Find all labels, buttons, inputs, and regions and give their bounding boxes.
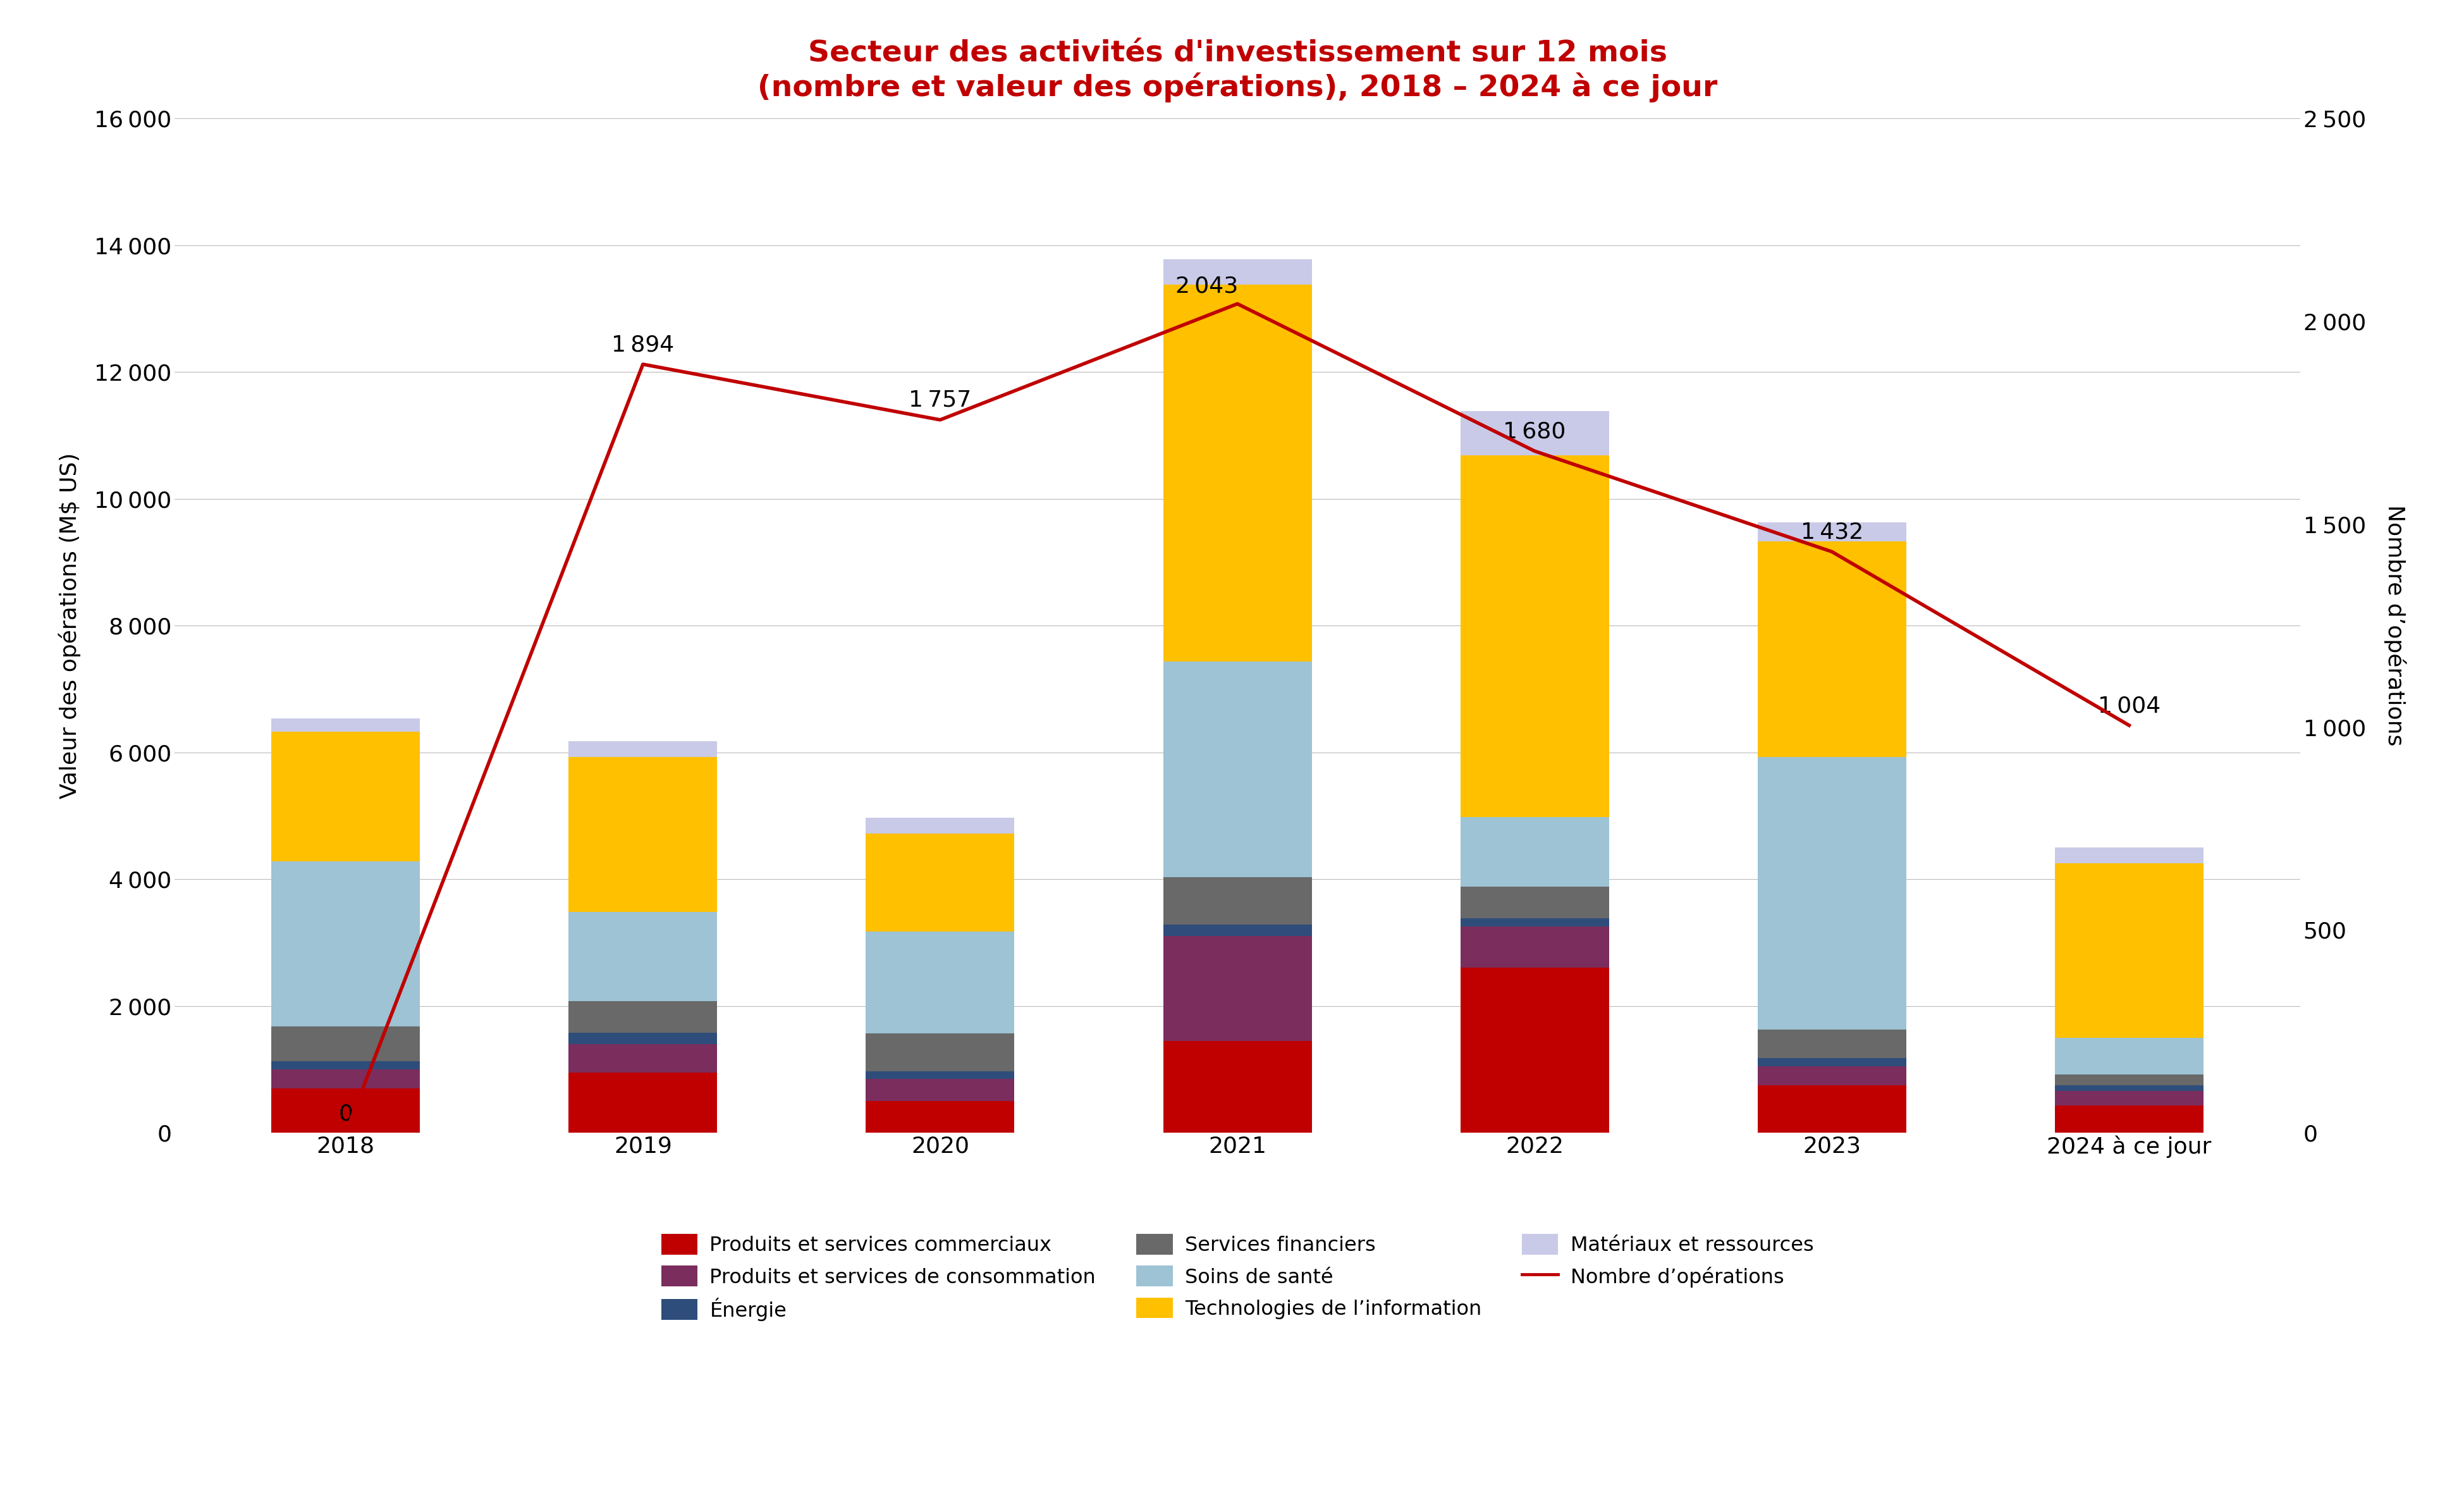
Bar [1163, 877, 1311, 925]
Bar [1461, 412, 1609, 455]
Bar [865, 931, 1015, 1033]
Bar [2055, 1084, 2203, 1090]
Bar [1461, 967, 1609, 1133]
Bar [2055, 847, 2203, 864]
Bar [271, 1060, 419, 1069]
Bar [865, 817, 1015, 834]
Bar [865, 1033, 1015, 1071]
Nombre d’opérations [2114, 716, 2144, 734]
Bar [569, 1072, 717, 1133]
Legend: Produits et services commerciaux, Produits et services de consommation, Énergie,: Produits et services commerciaux, Produi… [650, 1224, 1823, 1331]
Bar [1757, 541, 1905, 757]
Bar [865, 1071, 1015, 1078]
Text: 1 894: 1 894 [611, 333, 675, 356]
Bar [2055, 1074, 2203, 1084]
Line: Nombre d’opérations: Nombre d’opérations [345, 303, 2129, 1133]
Nombre d’opérations [1816, 542, 1846, 560]
Bar [865, 1078, 1015, 1101]
Bar [569, 1032, 717, 1044]
Bar [2055, 864, 2203, 1038]
Bar [1163, 662, 1311, 877]
Bar [1163, 925, 1311, 936]
Y-axis label: Nombre d’opérations: Nombre d’opérations [2383, 505, 2405, 746]
Bar [569, 912, 717, 1000]
Nombre d’opérations [330, 1123, 360, 1142]
Bar [1757, 1057, 1905, 1066]
Bar [1163, 1041, 1311, 1133]
Text: 1 757: 1 757 [909, 389, 971, 412]
Bar [1757, 1066, 1905, 1084]
Bar [1461, 886, 1609, 918]
Bar [2055, 1105, 2203, 1133]
Bar [271, 731, 419, 861]
Nombre d’opérations [1222, 294, 1252, 312]
Bar [1163, 284, 1311, 662]
Bar [1757, 523, 1905, 541]
Bar [1163, 936, 1311, 1041]
Bar [865, 1101, 1015, 1133]
Text: 2 043: 2 043 [1175, 275, 1237, 297]
Bar [271, 861, 419, 1026]
Bar [1163, 260, 1311, 284]
Bar [271, 1089, 419, 1133]
Nombre d’opérations [924, 412, 954, 430]
Text: 1 004: 1 004 [2097, 695, 2161, 716]
Bar [1461, 455, 1609, 817]
Y-axis label: Valeur des opérations (M$ US): Valeur des opérations (M$ US) [59, 452, 81, 799]
Nombre d’opérations [1520, 442, 1550, 460]
Bar [1757, 757, 1905, 1029]
Text: 1 680: 1 680 [1503, 421, 1565, 442]
Bar [569, 1000, 717, 1032]
Bar [569, 740, 717, 757]
Bar [1757, 1029, 1905, 1057]
Bar [1461, 927, 1609, 967]
Bar [1757, 1084, 1905, 1133]
Text: 0: 0 [338, 1102, 352, 1125]
Bar [2055, 1038, 2203, 1074]
Bar [1461, 817, 1609, 886]
Nombre d’opérations [628, 356, 658, 374]
Bar [865, 834, 1015, 931]
Bar [569, 1044, 717, 1072]
Bar [271, 719, 419, 731]
Bar [1461, 918, 1609, 927]
Bar [2055, 1090, 2203, 1105]
Bar [569, 757, 717, 912]
Bar [271, 1069, 419, 1089]
Title: Secteur des activités d'investissement sur 12 mois
(nombre et valeur des opérati: Secteur des activités d'investissement s… [756, 39, 1717, 102]
Bar [271, 1026, 419, 1060]
Text: 1 432: 1 432 [1801, 521, 1863, 542]
